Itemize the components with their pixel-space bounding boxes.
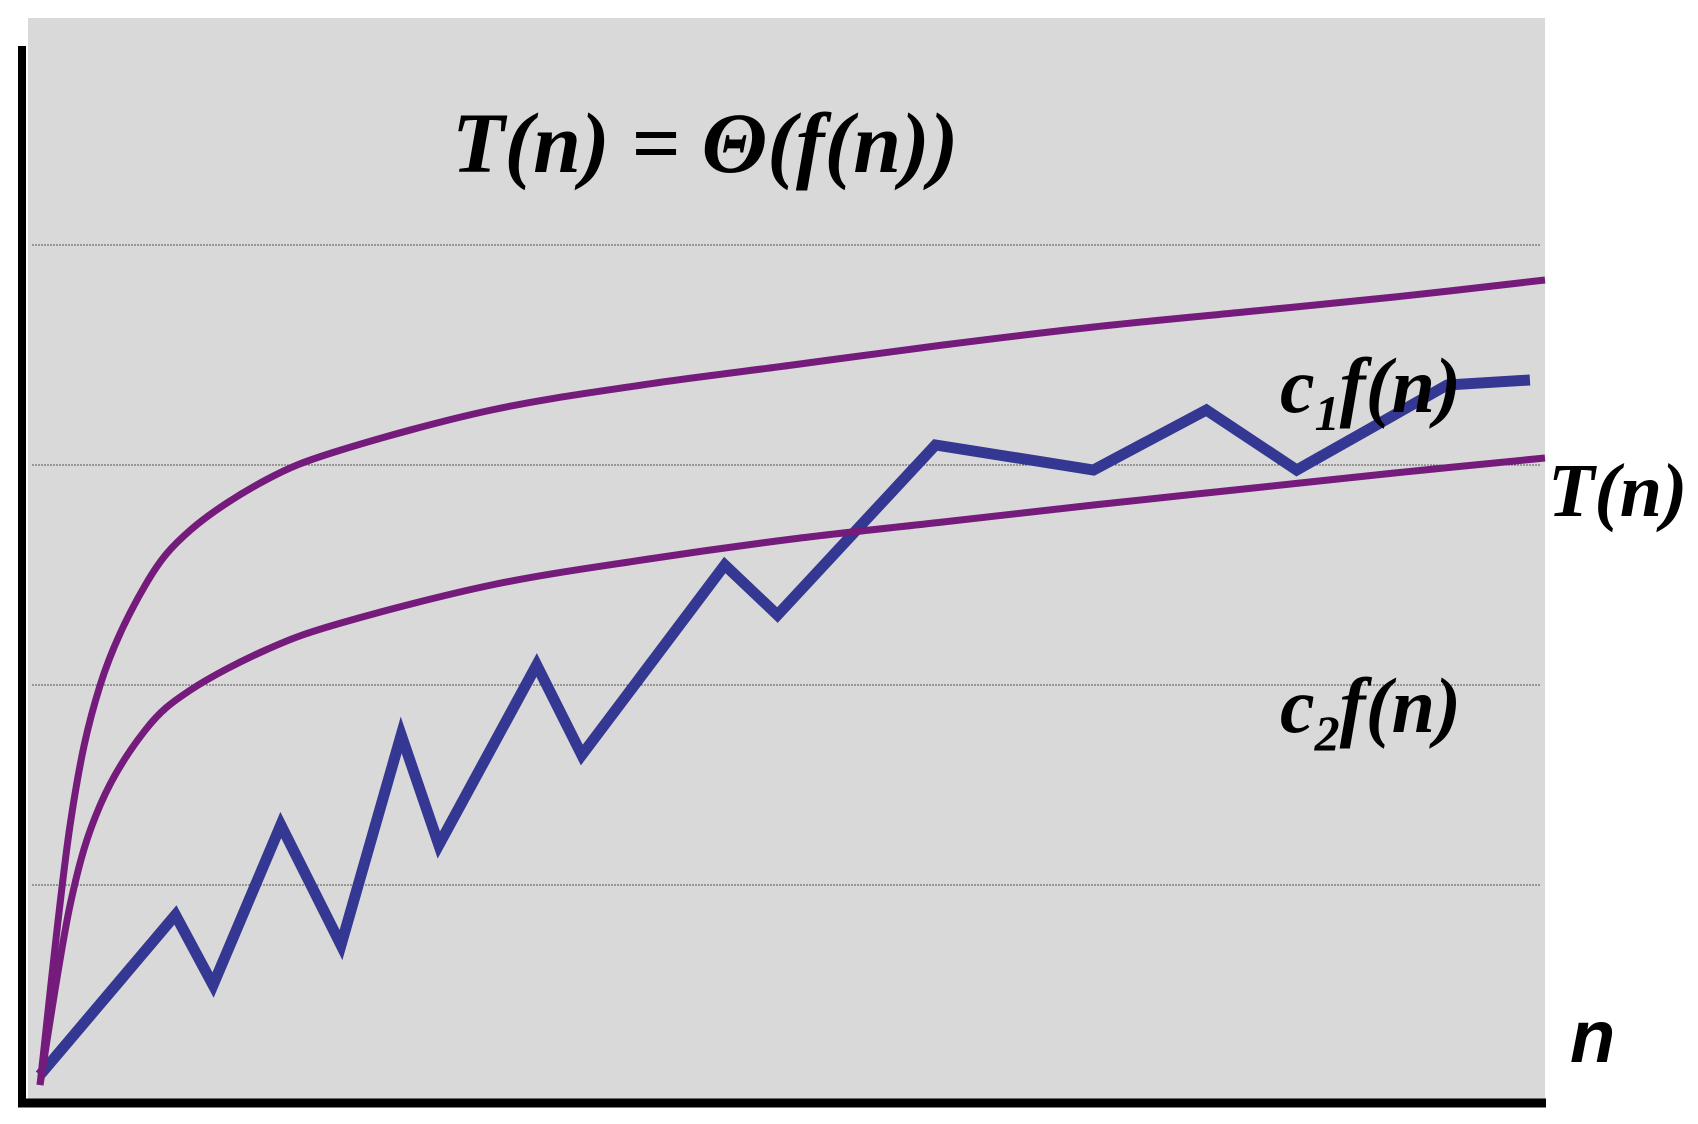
series-c1f-line xyxy=(36,276,1546,1086)
series-label-c2f: c2f(n) xyxy=(1280,662,1461,761)
series-t-line xyxy=(35,374,1531,1079)
series-label-c1f: c1f(n) xyxy=(1280,342,1461,441)
chart-title: T(n) = Θ(f(n)) xyxy=(452,95,958,191)
series-label-t: T(n) xyxy=(1548,449,1687,533)
x-axis-label: n xyxy=(1570,995,1615,1078)
series-c2f-line xyxy=(36,454,1546,1086)
plot-background xyxy=(28,18,1545,1100)
series-labels: c1f(n) c2f(n) T(n) xyxy=(1280,342,1687,761)
gridlines xyxy=(32,244,1540,886)
series-layer xyxy=(35,276,1546,1086)
